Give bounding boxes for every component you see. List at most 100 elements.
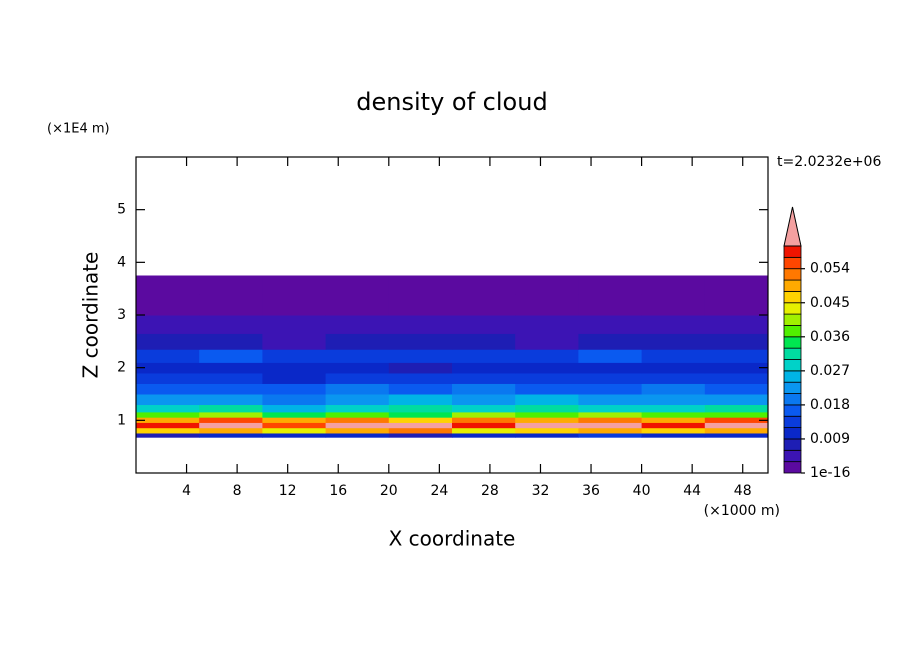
contour-cell	[136, 417, 200, 423]
contour-cell	[136, 372, 200, 384]
contour-cell	[388, 349, 453, 363]
contour-cell	[325, 372, 390, 384]
contour-cell	[704, 417, 769, 423]
colorbar-tick-label: 0.018	[810, 397, 850, 413]
y-tick-label: 5	[117, 202, 126, 218]
colorbar-box	[783, 336, 802, 349]
contour-cell	[452, 333, 516, 350]
contour-cell	[262, 422, 327, 429]
contour-cell	[262, 383, 327, 395]
contour-cell	[578, 362, 643, 374]
contour-cell	[452, 411, 516, 418]
colorbar-box	[783, 381, 802, 394]
colorbar-box	[783, 370, 802, 383]
contour-cell	[515, 432, 579, 438]
contour-cell	[136, 349, 200, 363]
contour-cell	[388, 432, 453, 438]
contour-cell	[136, 362, 200, 374]
contour-cell	[199, 293, 263, 316]
contour-cell	[388, 315, 453, 334]
contour-cell	[136, 432, 200, 438]
contour-cell	[388, 411, 453, 418]
x-tick-label: 32	[532, 483, 550, 499]
contour-cell	[388, 427, 453, 434]
chart-title: density of cloud	[356, 88, 547, 116]
contour-cell	[262, 275, 327, 295]
contour-cell	[515, 417, 579, 423]
x-tick-label: 36	[582, 483, 600, 499]
contour-cell	[136, 315, 200, 334]
contour-cell	[136, 411, 200, 418]
contour-cell	[452, 417, 516, 423]
contour-cell	[578, 422, 643, 429]
contour-cell	[199, 422, 263, 429]
contour-cell	[704, 349, 769, 363]
contour-cell	[199, 432, 263, 438]
contour-cell	[578, 293, 643, 316]
contour-cell	[515, 293, 579, 316]
contour-cell	[199, 362, 263, 374]
contour-cell	[325, 394, 390, 406]
contour-cell	[199, 315, 263, 334]
contour-cell	[452, 427, 516, 434]
y-tick-label: 3	[117, 307, 126, 323]
contour-cell	[515, 404, 579, 413]
contour-cell	[325, 432, 390, 438]
contour-cell	[578, 417, 643, 423]
colorbar-box	[783, 256, 802, 270]
colorbar-tick-label: 0.054	[810, 261, 850, 277]
contour-cell	[515, 333, 579, 350]
contour-cell	[262, 411, 327, 418]
x-tick-label: 12	[279, 483, 297, 499]
x-tick-label: 4	[182, 483, 191, 499]
contour-cell	[325, 427, 390, 434]
x-axis-label: X coordinate	[389, 527, 516, 551]
contour-cell	[388, 422, 453, 429]
contour-cell	[262, 432, 327, 438]
contour-cell	[388, 383, 453, 395]
contour-cell	[704, 372, 769, 384]
contour-cell	[641, 417, 706, 423]
contour-cell	[262, 404, 327, 413]
x-tick-label: 8	[233, 483, 242, 499]
contour-cell	[704, 383, 769, 395]
colorbar-tick-label: 0.036	[810, 329, 850, 345]
contour-cell	[704, 432, 769, 438]
contour-cell	[199, 404, 263, 413]
contour-cell	[452, 422, 516, 429]
contour-cell	[136, 404, 200, 413]
contour-cell	[641, 411, 706, 418]
colorbar-tick-label: 0.045	[810, 295, 850, 311]
colorbar-box	[783, 290, 802, 304]
contour-cell	[515, 275, 579, 295]
contour-cell	[641, 362, 706, 374]
colorbar-box	[783, 415, 802, 429]
contour-cell	[262, 362, 327, 374]
contour-cell	[515, 372, 579, 384]
y-tick-label: 4	[117, 254, 126, 270]
contour-cell	[452, 383, 516, 395]
contour-cell	[325, 293, 390, 316]
contour-cell	[578, 315, 643, 334]
contour-cell	[704, 293, 769, 316]
contour-cell	[704, 411, 769, 418]
contour-cell	[388, 417, 453, 423]
colorbar-box	[783, 461, 802, 474]
contour-cell	[452, 404, 516, 413]
contour-cell	[388, 362, 453, 374]
contour-cell	[578, 411, 643, 418]
contour-cell	[325, 422, 390, 429]
contour-cell	[325, 275, 390, 295]
contour-cell	[136, 275, 200, 295]
colorbar-box	[783, 347, 802, 360]
contour-cell	[136, 293, 200, 316]
contour-cell	[641, 372, 706, 384]
contour-cell	[704, 394, 769, 406]
contour-cell	[578, 383, 643, 395]
contour-cell	[325, 362, 390, 374]
contour-cell	[388, 404, 453, 413]
contour-cell	[452, 394, 516, 406]
colorbar-box	[783, 279, 802, 292]
contour-cell	[199, 333, 263, 350]
